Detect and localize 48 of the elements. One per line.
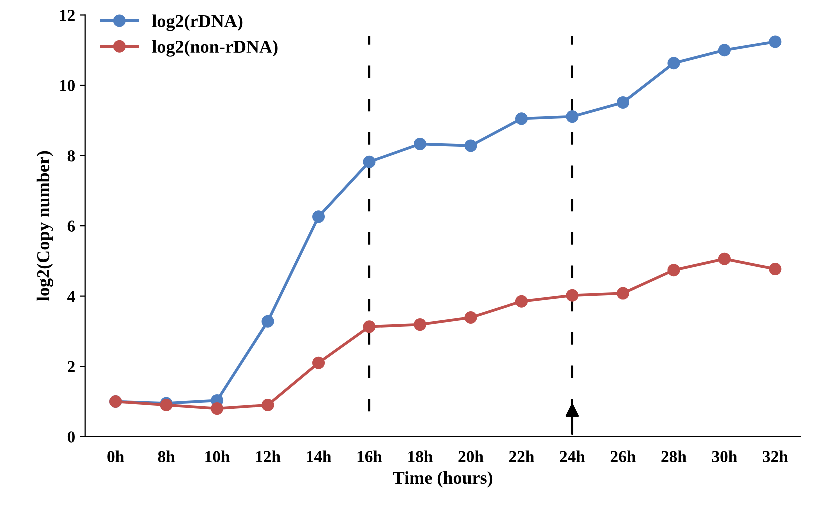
x-tick-label: 22h	[509, 450, 534, 462]
x-tick-label: 12h	[256, 450, 281, 462]
point	[668, 264, 680, 277]
point	[464, 140, 478, 152]
y-tick-label: 10	[60, 80, 76, 92]
y-tick-label: 6	[68, 220, 76, 232]
x-tick-label: 10h	[206, 450, 230, 462]
point	[464, 312, 478, 324]
x-axis-title: Time (hours)	[393, 471, 493, 488]
point	[515, 112, 528, 126]
x-tick-label: 16h	[358, 450, 382, 462]
point	[616, 96, 630, 109]
point	[363, 156, 376, 168]
x-tick-label: 30h	[712, 450, 738, 462]
point	[262, 315, 274, 328]
point	[566, 110, 579, 124]
point	[616, 287, 630, 300]
x-tick-label: 28h	[662, 450, 687, 462]
y-tick-label: 0	[68, 432, 76, 443]
x-tick-label: 26h	[610, 450, 636, 462]
point	[668, 57, 680, 70]
point	[262, 399, 274, 412]
legend-label: log2(non-rDNA)	[152, 40, 278, 57]
point	[769, 36, 782, 48]
x-tick-label: 24h	[560, 450, 586, 462]
x-tick-label: 0h	[108, 450, 124, 462]
point	[363, 320, 376, 334]
point	[414, 138, 426, 150]
y-tick-label: 4	[68, 291, 76, 302]
x-tick-label: 18h	[408, 450, 433, 462]
x-tick-label: 20h	[458, 450, 484, 462]
point	[718, 252, 731, 266]
x-tick-label: 14h	[307, 450, 332, 462]
point	[769, 263, 782, 276]
x-tick-label: 8h	[158, 450, 176, 462]
point	[566, 289, 579, 302]
point	[312, 210, 326, 224]
y-axis-title: log2(Copy number)	[36, 151, 54, 302]
y-tick-label: 12	[60, 10, 75, 22]
point	[211, 402, 224, 416]
point	[312, 356, 326, 370]
point	[414, 318, 426, 332]
y-tick-label: 2	[68, 361, 75, 372]
point	[718, 44, 731, 57]
legend-label: log2(rDNA)	[152, 14, 243, 32]
x-tick-label: 32h	[763, 450, 788, 462]
point	[515, 295, 528, 308]
y-tick-label: 8	[68, 150, 76, 162]
